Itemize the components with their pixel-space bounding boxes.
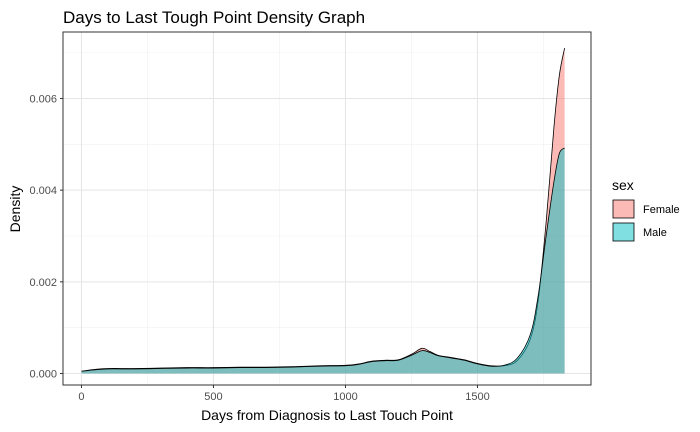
grid (63, 32, 591, 385)
legend-key-male (612, 222, 635, 242)
density-series (81, 47, 565, 374)
x-tick-label: 0 (78, 391, 84, 403)
chart-title: Days to Last Tough Point Density Graph (63, 8, 365, 27)
legend: sex Female Male (612, 177, 680, 242)
x-tick-label: 500 (204, 391, 222, 403)
plot-panel-border (62, 31, 592, 386)
density-outline-male (81, 147, 565, 372)
y-axis-title: Density (7, 186, 23, 233)
legend-label-male: Male (643, 227, 667, 239)
x-tick-label: 1000 (333, 391, 357, 403)
x-axis-title: Days from Diagnosis to Last Touch Point (201, 407, 453, 423)
legend-key-female (612, 199, 635, 219)
y-tick-label: 0.006 (29, 93, 57, 105)
y-tick-label: 0.000 (29, 369, 57, 381)
y-tick-label: 0.002 (29, 277, 57, 289)
y-tick-label: 0.004 (29, 185, 57, 197)
axis-ticks: 0 500 1000 1500 0.000 0.002 0.004 0.006 (29, 93, 489, 403)
legend-title: sex (612, 177, 634, 193)
legend-label-female: Female (643, 204, 680, 216)
x-tick-label: 1500 (465, 391, 489, 403)
